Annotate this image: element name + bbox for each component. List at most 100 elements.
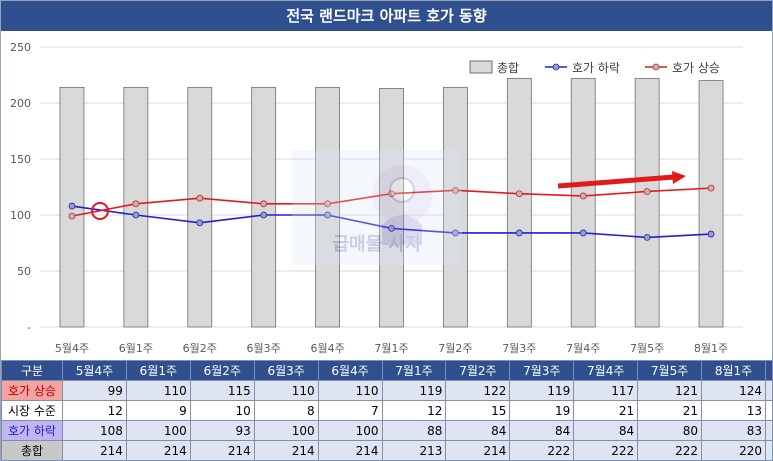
table-cell: 213 [381,440,447,461]
bar-total [634,77,660,328]
table-cell: 214 [189,440,255,461]
table-cell: 214 [253,440,319,461]
x-tick-label: 7월1주 [374,342,408,355]
table-cell: 108 [62,420,127,441]
table-header-cell: 6월3주 [253,360,319,381]
table-cell: 214 [445,440,511,461]
highlight-circle-icon [91,202,109,220]
x-tick-label: 6월1주 [119,342,153,355]
table-header-cell: 7월2주 [445,360,511,381]
table-cell: 214 [125,440,191,461]
table-header-cell: 6월1주 [125,360,191,381]
table-cell-empty [764,440,773,461]
table-cell-empty [764,380,773,401]
watermark-logo: 급매물 사자 [292,150,462,265]
table-cell: 117 [573,380,639,401]
point-down [643,233,651,241]
point-up [68,212,76,220]
point-down [515,229,523,237]
y-tick-label: 100 [10,209,31,222]
point-down [579,229,587,237]
point-up [643,188,651,195]
table-cell: 99 [62,380,127,401]
table-cell: 119 [509,380,575,401]
table-header-cell: 7월1주 [381,360,447,381]
table-cell: 100 [317,420,383,441]
legend-total-swatch [469,60,493,74]
table-cell: 12 [62,400,127,421]
legend-down-marker [552,63,560,71]
table-cell: 222 [509,440,575,461]
table-cell: 214 [317,440,383,461]
point-up [260,200,268,208]
point-down [132,211,140,219]
table-cell: 15 [445,400,511,421]
table-cell: 124 [701,380,766,401]
point-up [515,190,523,198]
legend-down-label: 호가 하락 [572,61,620,75]
table-header-empty [764,360,773,381]
point-down [324,211,331,219]
chart-area: - 50 100 150 200 250 5월4주 6월1주 6월2주 6월3주 6월4주 7월1주… [10,41,743,355]
y-tick-label: 250 [10,41,31,54]
table-header-cell: 6월4주 [317,360,383,381]
table-cell: 13 [701,400,766,421]
point-up [196,194,204,202]
table-header-cell: 7월3주 [509,360,575,381]
table-cell: 222 [573,440,639,461]
y-tick-label: 50 [17,265,31,278]
x-tick-label: 8월1주 [694,342,728,355]
watermark-text: 급매물 사자 [332,234,422,255]
table-cell-empty [764,400,773,421]
table-header-cell: 7월4주 [573,360,639,381]
table-cell: 9 [125,400,191,421]
table-header-row: 구분 5월4주 6월1주 6월2주 6월3주 6월4주 7월1주 7월2주 7월3주 7월4주 7… [1,360,773,381]
table-cell: 93 [189,420,255,441]
point-down [68,202,76,210]
table-cell: 7 [317,400,383,421]
x-tick-label: 5월4주 [55,342,89,355]
y-axis-ticks: - 50 100 150 200 250 [10,41,31,334]
table-cell-empty [764,420,773,441]
bar-total [570,77,596,328]
table-row-label: 시장 수준 [1,400,63,421]
x-tick-label: 7월3주 [502,342,536,355]
table-cell: 110 [253,380,319,401]
x-tick-label: 7월4주 [566,342,600,355]
table-header-cell: 8월1주 [701,360,766,381]
point-down [707,230,715,238]
bar-total [506,77,532,328]
table-cell: 88 [381,420,447,441]
x-axis-ticks: 5월4주 6월1주 6월2주 6월3주 6월4주 7월1주 7월2주 7월3주 7월4주 7월5주… [55,342,728,355]
table-cell: 100 [253,420,319,441]
table-cell: 110 [125,380,191,401]
bar-total [698,80,724,328]
table-cell: 110 [317,380,383,401]
table-cell: 84 [509,420,575,441]
legend-up-label: 호가 상승 [672,61,720,75]
table-row-label: 총합 [1,440,63,461]
table-cell: 119 [381,380,447,401]
table-cell: 84 [445,420,511,441]
y-tick-label: 150 [10,153,31,166]
table-cell: 12 [381,400,447,421]
table-cell: 83 [701,420,766,441]
trend-arrow-icon [557,174,675,189]
table-cell: 222 [637,440,703,461]
point-up [579,192,587,200]
table-cell: 214 [62,440,127,461]
table-cell: 10 [189,400,255,421]
trend-arrowhead-icon [672,171,686,184]
table-row: 총합 214 214 214 214 214 213 214 222 222 222 220 [1,440,773,461]
point-down [452,229,459,237]
data-table: 구분 5월4주 6월1주 6월2주 6월3주 6월4주 7월1주 7월2주 7월3주 7월4주 7… [1,360,773,461]
table-header-cell: 6월2주 [189,360,255,381]
point-down [388,225,395,232]
chart-title: 전국 랜드마크 아파트 호가 동향 [1,1,772,31]
table-cell: 121 [637,380,703,401]
x-tick-label: 7월5주 [630,342,664,355]
table-cell: 84 [573,420,639,441]
table-row: 호가 하락 108 100 93 100 100 88 84 84 84 80 83 [1,420,773,441]
table-row: 호가 상승 99 110 115 110 110 119 122 119 117 121 124 [1,380,773,401]
table-cell: 80 [637,420,703,441]
